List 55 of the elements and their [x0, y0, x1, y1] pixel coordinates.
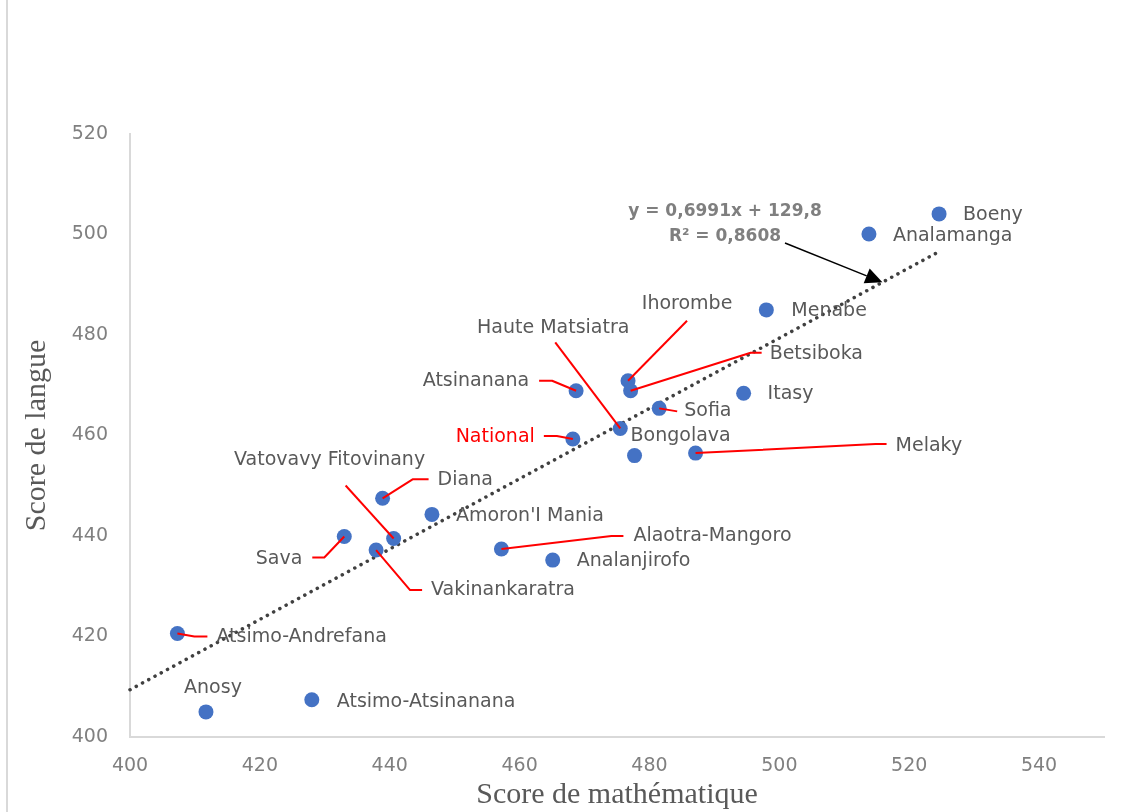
point [304, 692, 320, 708]
y-tick-label: 480 [71, 321, 108, 344]
point [386, 531, 402, 547]
x-tick-label: 440 [371, 753, 408, 776]
annotation: Analanjirofo [576, 548, 691, 571]
annotation: Ihorombe [641, 290, 733, 313]
annotation: Vakinankaratra [431, 577, 575, 600]
x-axis-title: Score de mathématique [476, 776, 758, 810]
point [736, 385, 752, 401]
y-axis-title: Score de langue [18, 339, 52, 532]
x-tick-label: 480 [631, 753, 668, 776]
x-tick-label: 540 [1020, 753, 1058, 776]
annotation: Atsimo-Atsinanana [336, 688, 516, 711]
y-tick-label: 440 [71, 522, 108, 545]
annotation: Boeny [963, 201, 1023, 224]
annotation: Bongolava [630, 422, 731, 445]
annotation: Diana [437, 467, 493, 490]
point [336, 529, 352, 544]
x-tick-label: 420 [241, 753, 278, 776]
point [651, 400, 667, 416]
point [424, 506, 440, 522]
annotation: R² = 0,8608 [668, 225, 782, 246]
x-tick-label: 400 [111, 753, 149, 776]
point [861, 226, 877, 242]
point [198, 704, 214, 720]
annotation: Analamanga [892, 222, 1013, 245]
annotation: Itasy [767, 381, 814, 404]
point [375, 490, 391, 506]
x-tick-label: 500 [761, 753, 798, 776]
point [612, 420, 628, 436]
x-tick-label: 460 [501, 753, 538, 776]
y-tick-label: 420 [71, 623, 108, 646]
y-tick-label: 520 [71, 120, 108, 143]
annotation: National [455, 423, 535, 446]
annotation: Melaky [895, 433, 963, 456]
point [931, 206, 947, 222]
point [627, 448, 643, 464]
point [545, 552, 561, 568]
x-tick-label: 520 [891, 753, 928, 776]
annotation: y = 0,6991x + 129,8 [628, 200, 822, 221]
annotation: Vatovavy Fitovinany [234, 447, 426, 470]
y-tick-label: 460 [71, 422, 108, 445]
annotation: Haute Matsiatra [477, 315, 630, 338]
annotation: Betsiboka [769, 340, 863, 363]
point [623, 383, 639, 399]
annotation: Atsinanana [422, 367, 530, 390]
point [169, 625, 185, 641]
annotation: Amoron'I Mania [455, 503, 604, 526]
y-tick-label: 400 [71, 723, 108, 746]
annotation: Sofia [684, 398, 732, 421]
annotation: Anosy [184, 674, 242, 697]
annotation: Sava [255, 546, 303, 569]
annotation: Alaotra-Mangoro [633, 523, 792, 545]
point [758, 302, 774, 318]
y-tick-label: 500 [71, 221, 108, 244]
